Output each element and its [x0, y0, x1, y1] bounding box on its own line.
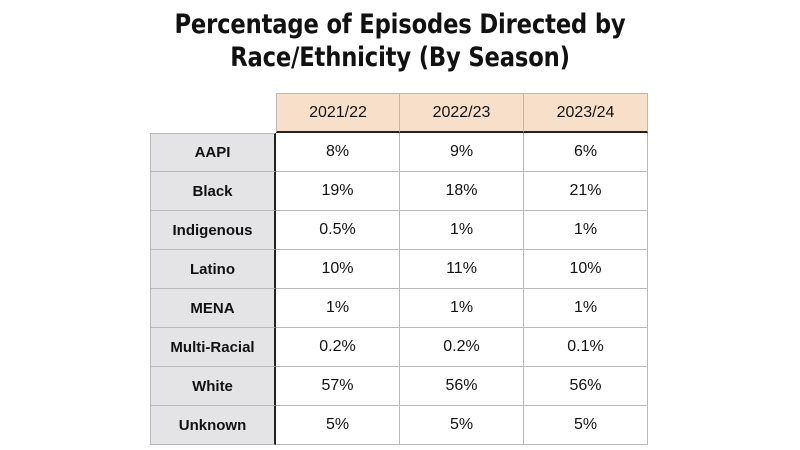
table-cell: 0.2% [276, 328, 400, 367]
chart-title: Percentage of Episodes Directed by Race/… [64, 8, 736, 74]
table-cell: 57% [276, 367, 400, 406]
chart-title-line-2: Race/Ethnicity (By Season) [230, 42, 570, 73]
row-label-indigenous: Indigenous [150, 211, 276, 250]
table-cell: 8% [276, 133, 400, 172]
column-header-1: 2021/22 [276, 93, 400, 133]
data-table: 2021/22 2022/23 2023/24 AAPI 8% 9% 6% Black 19% 1… [150, 93, 648, 445]
table-cell: 56% [400, 367, 524, 406]
chart-title-line-1: Percentage of Episodes Directed by [174, 9, 626, 40]
table-cell: 19% [276, 172, 400, 211]
table-cell: 0.1% [524, 328, 648, 367]
table-cell: 0.2% [400, 328, 524, 367]
column-header-2: 2022/23 [400, 93, 524, 133]
table-cell: 1% [524, 289, 648, 328]
table-cell: 0.5% [276, 211, 400, 250]
table-cell: 10% [524, 250, 648, 289]
table-cell: 1% [276, 289, 400, 328]
row-label-white: White [150, 367, 276, 406]
row-label-black: Black [150, 172, 276, 211]
table-cell: 5% [400, 406, 524, 445]
row-label-latino: Latino [150, 250, 276, 289]
table-cell: 6% [524, 133, 648, 172]
table-cell: 10% [276, 250, 400, 289]
table-cell: 5% [276, 406, 400, 445]
table-cell: 18% [400, 172, 524, 211]
table-corner [150, 93, 276, 133]
table-cell: 11% [400, 250, 524, 289]
table-cell: 1% [400, 211, 524, 250]
row-label-aapi: AAPI [150, 133, 276, 172]
row-label-multi-racial: Multi-Racial [150, 328, 276, 367]
table-cell: 5% [524, 406, 648, 445]
column-header-3: 2023/24 [524, 93, 648, 133]
table-cell: 1% [400, 289, 524, 328]
table-cell: 21% [524, 172, 648, 211]
table-cell: 1% [524, 211, 648, 250]
row-label-mena: MENA [150, 289, 276, 328]
table-cell: 9% [400, 133, 524, 172]
table-cell: 56% [524, 367, 648, 406]
row-label-unknown: Unknown [150, 406, 276, 445]
